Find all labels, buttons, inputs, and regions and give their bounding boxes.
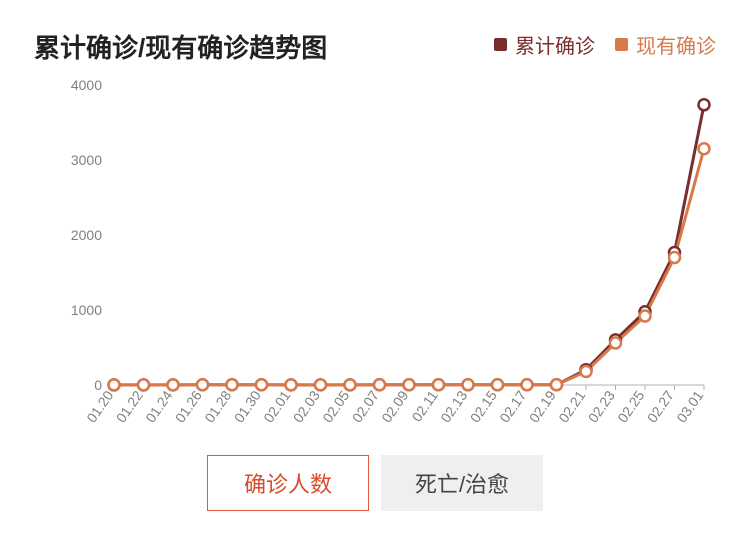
svg-text:2000: 2000 xyxy=(71,227,102,243)
tab-confirmed[interactable]: 确诊人数 xyxy=(207,455,369,511)
svg-text:1000: 1000 xyxy=(71,302,102,318)
svg-text:02.01: 02.01 xyxy=(260,387,293,425)
legend-swatch-icon xyxy=(615,38,628,51)
svg-text:02.21: 02.21 xyxy=(555,387,588,425)
svg-text:4000: 4000 xyxy=(71,77,102,93)
legend-label: 现有确诊 xyxy=(636,30,716,59)
svg-text:01.20: 01.20 xyxy=(83,387,116,425)
svg-text:02.11: 02.11 xyxy=(408,387,441,424)
svg-text:02.19: 02.19 xyxy=(526,387,559,425)
svg-text:01.22: 01.22 xyxy=(113,387,146,425)
tab-death-cure[interactable]: 死亡/治愈 xyxy=(381,455,543,511)
svg-text:02.23: 02.23 xyxy=(585,387,618,425)
chart-title: 累计确诊/现有确诊趋势图 xyxy=(34,28,327,65)
svg-text:01.28: 01.28 xyxy=(201,387,234,425)
chart-svg: 0100020003000400001.2001.2201.2401.2601.… xyxy=(34,70,714,430)
chart-plot: 0100020003000400001.2001.2201.2401.2601.… xyxy=(34,70,714,430)
legend-item-cumulative: 累计确诊 xyxy=(494,30,595,59)
svg-text:02.25: 02.25 xyxy=(614,387,647,425)
svg-text:01.30: 01.30 xyxy=(231,387,264,425)
svg-text:02.05: 02.05 xyxy=(319,387,352,425)
legend-label: 累计确诊 xyxy=(515,30,595,59)
chart-card: 累计确诊/现有确诊趋势图 累计确诊 现有确诊 01000200030004000… xyxy=(0,0,750,538)
svg-text:02.17: 02.17 xyxy=(496,387,529,425)
svg-text:3000: 3000 xyxy=(71,152,102,168)
tab-bar: 确诊人数 死亡/治愈 xyxy=(0,455,750,511)
legend-item-existing: 现有确诊 xyxy=(615,30,716,59)
svg-text:02.15: 02.15 xyxy=(467,387,500,425)
chart-legend: 累计确诊 现有确诊 xyxy=(494,30,716,59)
svg-text:02.27: 02.27 xyxy=(644,387,677,425)
svg-text:01.24: 01.24 xyxy=(142,387,175,425)
svg-text:03.01: 03.01 xyxy=(673,387,706,425)
svg-text:01.26: 01.26 xyxy=(172,387,205,425)
svg-text:02.09: 02.09 xyxy=(378,387,411,425)
svg-text:02.03: 02.03 xyxy=(290,387,323,425)
svg-text:02.07: 02.07 xyxy=(349,387,382,425)
svg-text:02.13: 02.13 xyxy=(437,387,470,425)
legend-swatch-icon xyxy=(494,38,507,51)
